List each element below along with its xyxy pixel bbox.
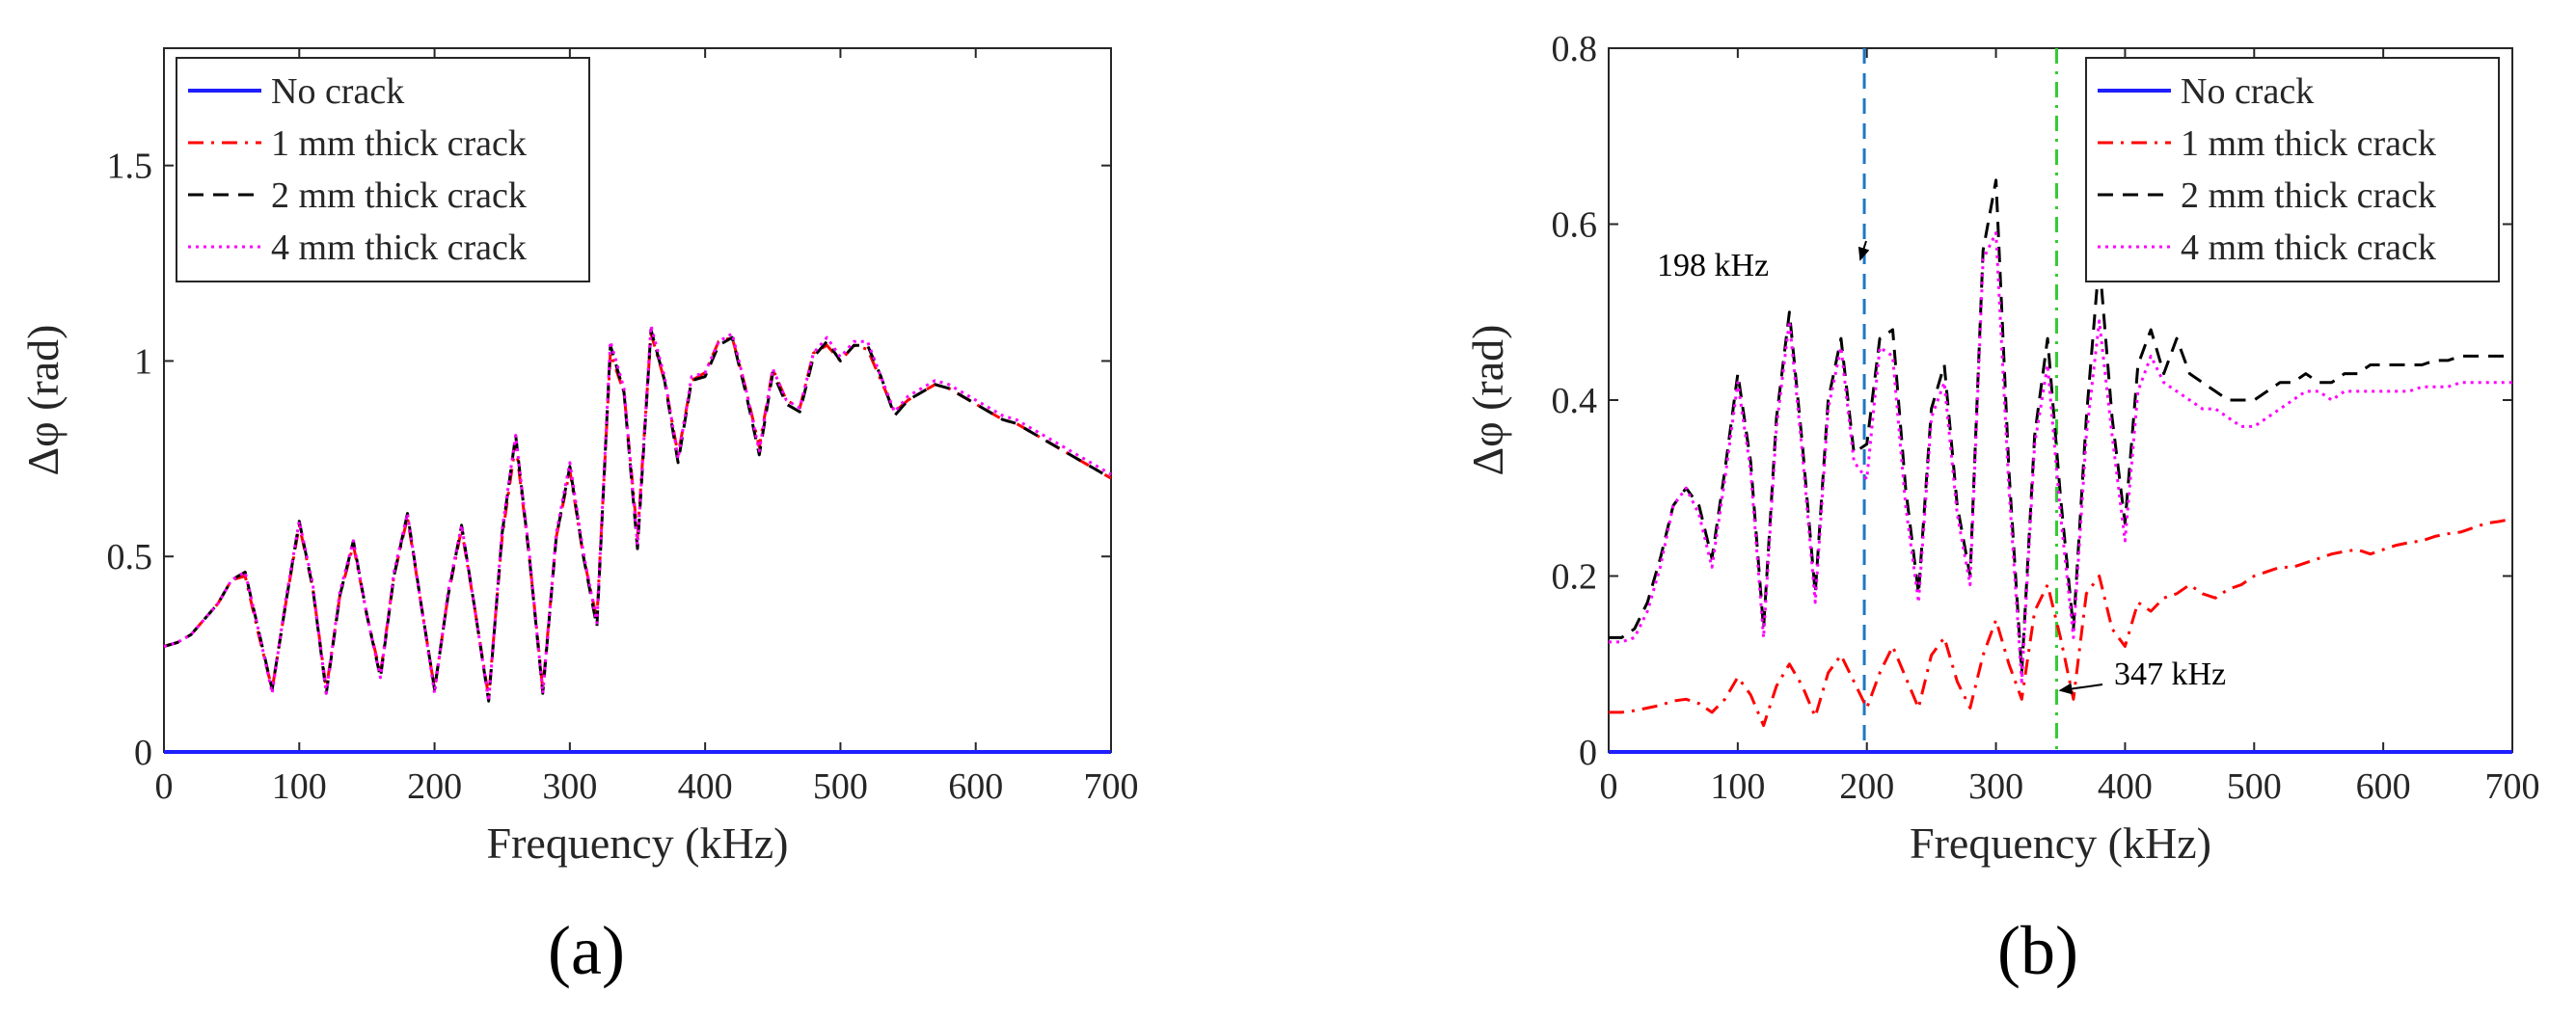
annotation-arrow bbox=[2058, 683, 2103, 695]
x-tick-label: 100 bbox=[1710, 766, 1765, 807]
y-tick-label: 1 bbox=[134, 341, 152, 382]
y-tick-label: 1.5 bbox=[107, 147, 153, 187]
x-tick-label: 700 bbox=[1084, 766, 1139, 807]
x-tick-label: 300 bbox=[1968, 766, 2023, 807]
y-tick-label: 0.2 bbox=[1552, 557, 1598, 598]
series-line-2 bbox=[163, 328, 1112, 703]
y-tick-label: 0.5 bbox=[107, 537, 153, 577]
legend-label: 4 mm thick crack bbox=[2181, 228, 2436, 268]
legend bbox=[2085, 57, 2500, 282]
legend bbox=[176, 57, 590, 282]
x-tick-label: 700 bbox=[2485, 766, 2540, 807]
chart-a: 0 100 200 300 400 500 600 700 0 0.5 1 1.5 Frequency … bbox=[18, 47, 1139, 989]
x-tick-label: 200 bbox=[407, 766, 462, 807]
legend-label: No crack bbox=[2181, 71, 2314, 112]
series-line-1 bbox=[1609, 517, 2513, 728]
x-tick-label: 400 bbox=[678, 766, 733, 807]
x-axis-label: Frequency (kHz) bbox=[1910, 818, 2211, 868]
x-tick-label: 200 bbox=[1839, 766, 1894, 807]
x-tick-label: 500 bbox=[2227, 766, 2282, 807]
legend-label: 2 mm thick crack bbox=[271, 175, 527, 216]
x-tick-label: 0 bbox=[1600, 766, 1618, 807]
legend-label: 2 mm thick crack bbox=[2181, 175, 2436, 216]
annotation-arrow bbox=[1857, 240, 1870, 261]
panel-label: (a) bbox=[548, 912, 625, 989]
annotation-label: 347 kHz bbox=[2114, 657, 2226, 692]
series-line-3 bbox=[1609, 231, 2512, 684]
annotation-label: 198 kHz bbox=[1657, 248, 1769, 283]
x-axis-label: Frequency (kHz) bbox=[487, 818, 789, 868]
y-axis-label: Δφ (rad) bbox=[1463, 324, 1512, 475]
y-tick-label: 0 bbox=[134, 733, 152, 773]
legend-label: 4 mm thick crack bbox=[271, 228, 527, 268]
series-line-1 bbox=[163, 332, 1112, 699]
y-axis-label: Δφ (rad) bbox=[18, 324, 68, 475]
x-tick-label: 100 bbox=[272, 766, 327, 807]
chart-b: 0 100 200 300 400 500 600 700 0 0.2 0.4 0.6 0.8 Frequ… bbox=[1463, 29, 2540, 989]
x-tick-label: 500 bbox=[813, 766, 868, 807]
legend-label: 1 mm thick crack bbox=[271, 123, 527, 164]
panel-label: (b) bbox=[1997, 912, 2078, 989]
series-line-3 bbox=[163, 324, 1112, 703]
x-tick-label: 600 bbox=[948, 766, 1003, 807]
y-tick-label: 0.8 bbox=[1552, 29, 1598, 69]
x-tick-label: 600 bbox=[2356, 766, 2411, 807]
x-tick-label: 400 bbox=[2098, 766, 2153, 807]
y-tick-label: 0.6 bbox=[1552, 205, 1598, 246]
legend-label: No crack bbox=[271, 71, 404, 112]
legend-label: 1 mm thick crack bbox=[2181, 123, 2436, 164]
y-tick-label: 0 bbox=[1579, 733, 1597, 773]
x-tick-label: 0 bbox=[155, 766, 174, 807]
x-tick-label: 300 bbox=[542, 766, 597, 807]
y-tick-label: 0.4 bbox=[1552, 381, 1598, 421]
